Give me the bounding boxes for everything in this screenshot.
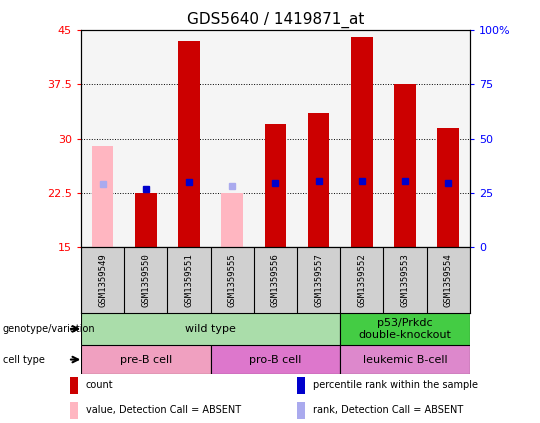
Bar [340, 313, 470, 345]
Bar [297, 377, 305, 394]
Bar [265, 124, 286, 247]
Bar [135, 193, 157, 247]
Bar [221, 193, 243, 247]
Bar [81, 345, 211, 374]
Text: GSM1359554: GSM1359554 [444, 253, 453, 307]
Title: GDS5640 / 1419871_at: GDS5640 / 1419871_at [187, 12, 364, 28]
Text: pro-B cell: pro-B cell [249, 354, 301, 365]
Text: leukemic B-cell: leukemic B-cell [363, 354, 447, 365]
Bar [211, 345, 340, 374]
Text: GSM1359550: GSM1359550 [141, 253, 150, 307]
Bar [92, 146, 113, 247]
Text: wild type: wild type [185, 324, 236, 334]
Bar [70, 402, 78, 419]
Text: GSM1359551: GSM1359551 [185, 253, 193, 307]
Text: GSM1359552: GSM1359552 [357, 253, 366, 307]
Bar [81, 313, 340, 345]
Bar [351, 37, 373, 247]
Bar [70, 377, 78, 394]
Text: GSM1359556: GSM1359556 [271, 253, 280, 307]
Text: count: count [86, 380, 113, 390]
Text: percentile rank within the sample: percentile rank within the sample [313, 380, 478, 390]
Text: rank, Detection Call = ABSENT: rank, Detection Call = ABSENT [313, 405, 463, 415]
Text: pre-B cell: pre-B cell [120, 354, 172, 365]
Text: value, Detection Call = ABSENT: value, Detection Call = ABSENT [86, 405, 241, 415]
Bar [340, 345, 470, 374]
Bar [394, 84, 416, 247]
Text: genotype/variation: genotype/variation [3, 324, 96, 334]
Text: GSM1359555: GSM1359555 [228, 253, 237, 307]
Text: GSM1359557: GSM1359557 [314, 253, 323, 307]
Bar [178, 41, 200, 247]
Text: GSM1359549: GSM1359549 [98, 253, 107, 307]
Text: GSM1359553: GSM1359553 [401, 253, 409, 307]
Bar [297, 402, 305, 419]
Text: cell type: cell type [3, 354, 45, 365]
Bar [437, 128, 459, 247]
Bar [308, 113, 329, 247]
Text: p53/Prkdc
double-knockout: p53/Prkdc double-knockout [359, 318, 451, 340]
